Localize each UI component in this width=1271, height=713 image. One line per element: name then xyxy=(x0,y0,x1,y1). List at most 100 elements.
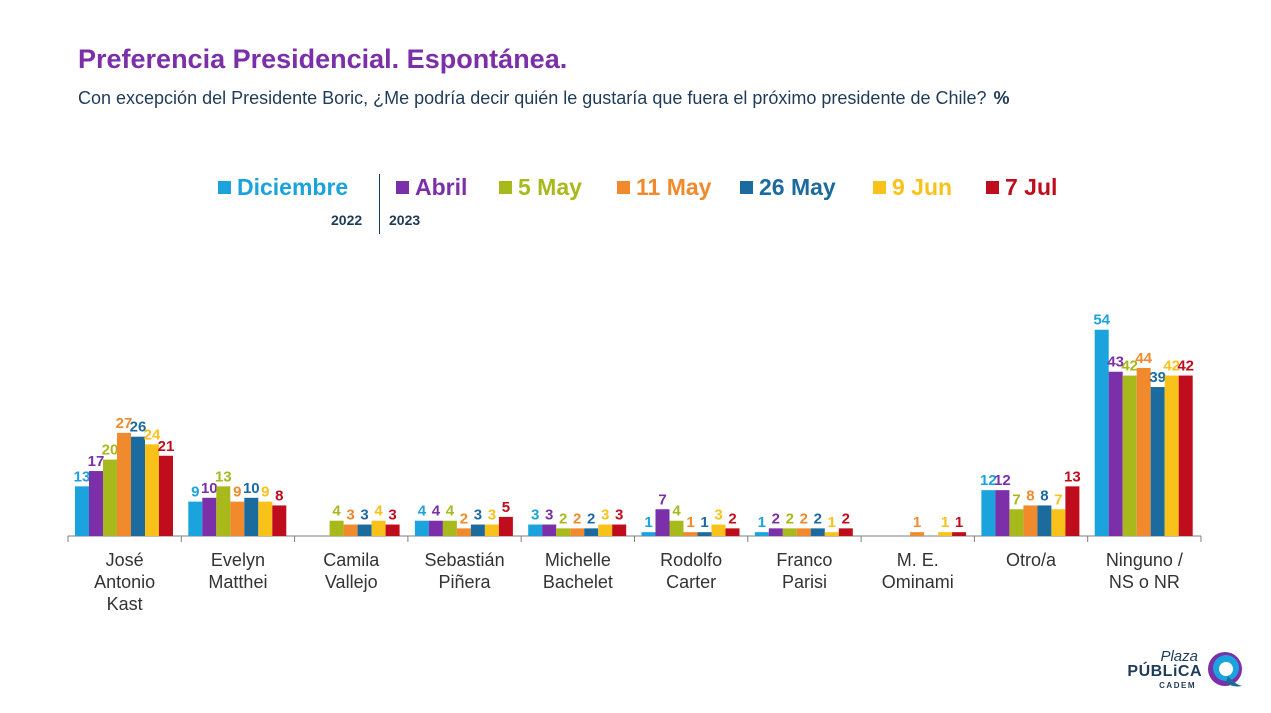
data-label-camila-vallejo-7-jul: 3 xyxy=(388,507,396,524)
legend-swatch-abril xyxy=(396,181,409,194)
bar-franco-parisi-7-jul xyxy=(838,528,853,536)
data-label-m-e-ominami-11-may: 1 xyxy=(913,514,921,531)
legend-item-7-jul: 7 Jul xyxy=(986,174,1057,201)
data-label-camila-vallejo-26-may: 3 xyxy=(360,507,368,524)
legend-item-9-jun: 9 Jun xyxy=(873,174,952,201)
data-label-franco-parisi-9-jun: 1 xyxy=(828,514,836,531)
data-label-camila-vallejo-9-jun: 4 xyxy=(374,503,383,520)
bar-michelle-bachelet-26-may xyxy=(584,528,599,536)
data-label-sebastian-pinera-abril: 4 xyxy=(432,503,441,520)
category-label-jose-antonio-kast: José Antonio Kast xyxy=(94,550,155,614)
category-label-franco-parisi: Franco Parisi xyxy=(776,550,832,592)
data-label-otro-a-diciembre: 12 xyxy=(980,472,997,489)
bar-sebastian-pinera-7-jul xyxy=(498,516,513,536)
category-label-evelyn-matthei: Evelyn Matthei xyxy=(208,550,267,592)
bar-franco-parisi-5-may xyxy=(782,528,797,536)
bar-rodolfo-carter-abril xyxy=(655,509,670,536)
bar-m-e-ominami-11-may xyxy=(910,532,925,536)
category-label-line: M. E. xyxy=(897,550,939,570)
data-label-evelyn-matthei-7-jul: 8 xyxy=(275,487,283,504)
bar-jose-antonio-kast-26-may xyxy=(131,436,145,536)
legend-label-5-may: 5 May xyxy=(518,174,582,200)
data-label-rodolfo-carter-26-may: 1 xyxy=(700,514,708,531)
bar-franco-parisi-11-may xyxy=(796,528,811,536)
data-label-ninguno-ns-o-nr-9-jun: 42 xyxy=(1163,358,1180,375)
bar-camila-vallejo-11-may xyxy=(343,524,358,536)
bar-rodolfo-carter-7-jul xyxy=(725,528,740,536)
legend-item-abril: Abril xyxy=(396,174,467,201)
bar-evelyn-matthei-abril xyxy=(202,497,217,536)
data-label-michelle-bachelet-26-may: 2 xyxy=(587,510,595,527)
data-label-sebastian-pinera-11-may: 2 xyxy=(460,510,468,527)
data-label-franco-parisi-diciembre: 1 xyxy=(758,514,766,531)
bar-rodolfo-carter-5-may xyxy=(669,520,684,536)
data-label-otro-a-9-jun: 7 xyxy=(1054,491,1062,508)
data-label-jose-antonio-kast-5-may: 20 xyxy=(102,442,119,459)
data-label-michelle-bachelet-9-jun: 3 xyxy=(601,507,609,524)
logo-line2: PÚBLiCA xyxy=(1127,663,1202,680)
chart-legend: Diciembre 2022 2023 Abril 5 May 11 May 2… xyxy=(0,174,1271,236)
bar-m-e-ominami-9-jun xyxy=(938,532,953,536)
bar-otro-a-11-may xyxy=(1023,505,1038,536)
bar-franco-parisi-diciembre xyxy=(754,532,769,536)
subtitle-unit: % xyxy=(993,88,1010,108)
bar-evelyn-matthei-7-jul xyxy=(272,505,287,536)
data-label-ninguno-ns-o-nr-5-may: 42 xyxy=(1121,358,1138,375)
data-label-michelle-bachelet-7-jul: 3 xyxy=(615,507,623,524)
data-label-camila-vallejo-11-may: 3 xyxy=(346,507,354,524)
data-label-franco-parisi-11-may: 2 xyxy=(800,510,808,527)
data-label-sebastian-pinera-5-may: 4 xyxy=(446,503,455,520)
logo-line3: CADEM xyxy=(1159,681,1196,690)
bar-michelle-bachelet-11-may xyxy=(570,528,585,536)
legend-item-diciembre: Diciembre xyxy=(218,174,348,201)
category-label-line: Kast xyxy=(107,594,143,614)
data-label-evelyn-matthei-26-may: 10 xyxy=(243,480,260,497)
data-label-evelyn-matthei-abril: 10 xyxy=(201,480,218,497)
data-label-ninguno-ns-o-nr-11-may: 44 xyxy=(1135,350,1152,367)
category-label-line: Parisi xyxy=(782,572,827,592)
data-label-sebastian-pinera-9-jun: 3 xyxy=(488,507,496,524)
legend-year-divider xyxy=(379,174,380,234)
data-label-ninguno-ns-o-nr-abril: 43 xyxy=(1107,354,1124,371)
category-label-line: Otro/a xyxy=(1006,550,1057,570)
data-label-rodolfo-carter-9-jun: 3 xyxy=(714,507,722,524)
page-title: Preferencia Presidencial. Espontánea. xyxy=(78,44,568,74)
plaza-publica-swirl-icon xyxy=(1208,652,1242,687)
bar-evelyn-matthei-5-may xyxy=(216,486,231,536)
category-label-line: Piñera xyxy=(439,572,492,592)
bar-jose-antonio-kast-11-may xyxy=(117,432,131,536)
data-label-jose-antonio-kast-9-jun: 24 xyxy=(144,426,161,443)
bar-rodolfo-carter-diciembre xyxy=(641,532,656,536)
data-label-jose-antonio-kast-11-may: 27 xyxy=(116,415,133,432)
bar-michelle-bachelet-diciembre xyxy=(528,524,543,536)
category-label-line: Antonio xyxy=(94,572,155,592)
bar-evelyn-matthei-9-jun xyxy=(258,501,273,536)
bar-jose-antonio-kast-7-jul xyxy=(159,455,173,536)
legend-swatch-5-may xyxy=(499,181,512,194)
bar-otro-a-diciembre xyxy=(981,490,996,536)
data-label-rodolfo-carter-11-may: 1 xyxy=(686,514,694,531)
bar-otro-a-26-may xyxy=(1037,505,1052,536)
data-label-otro-a-26-may: 8 xyxy=(1040,487,1048,504)
category-label-line: Michelle xyxy=(545,550,611,570)
legend-swatch-9-jun xyxy=(873,181,886,194)
bar-sebastian-pinera-5-may xyxy=(442,520,457,536)
bar-jose-antonio-kast-diciembre xyxy=(75,486,89,536)
category-label-line: Vallejo xyxy=(325,572,378,592)
bar-ninguno-ns-o-nr-abril xyxy=(1108,371,1123,536)
legend-item-26-may: 26 May xyxy=(740,174,836,201)
bar-sebastian-pinera-diciembre xyxy=(414,520,429,536)
bar-camila-vallejo-9-jun xyxy=(371,520,386,536)
bar-otro-a-7-jul xyxy=(1065,486,1080,536)
data-label-jose-antonio-kast-diciembre: 13 xyxy=(74,468,91,485)
bar-camila-vallejo-5-may xyxy=(329,520,344,536)
bar-ninguno-ns-o-nr-11-may xyxy=(1136,367,1151,536)
legend-swatch-diciembre xyxy=(218,181,231,194)
category-label-otro-a: Otro/a xyxy=(1006,550,1057,570)
data-label-camila-vallejo-5-may: 4 xyxy=(332,503,341,520)
data-label-ninguno-ns-o-nr-7-jul: 42 xyxy=(1177,358,1194,375)
bar-evelyn-matthei-26-may xyxy=(244,497,259,536)
bar-otro-a-abril xyxy=(995,490,1010,536)
category-label-line: Carter xyxy=(666,572,716,592)
bar-michelle-bachelet-abril xyxy=(542,524,557,536)
